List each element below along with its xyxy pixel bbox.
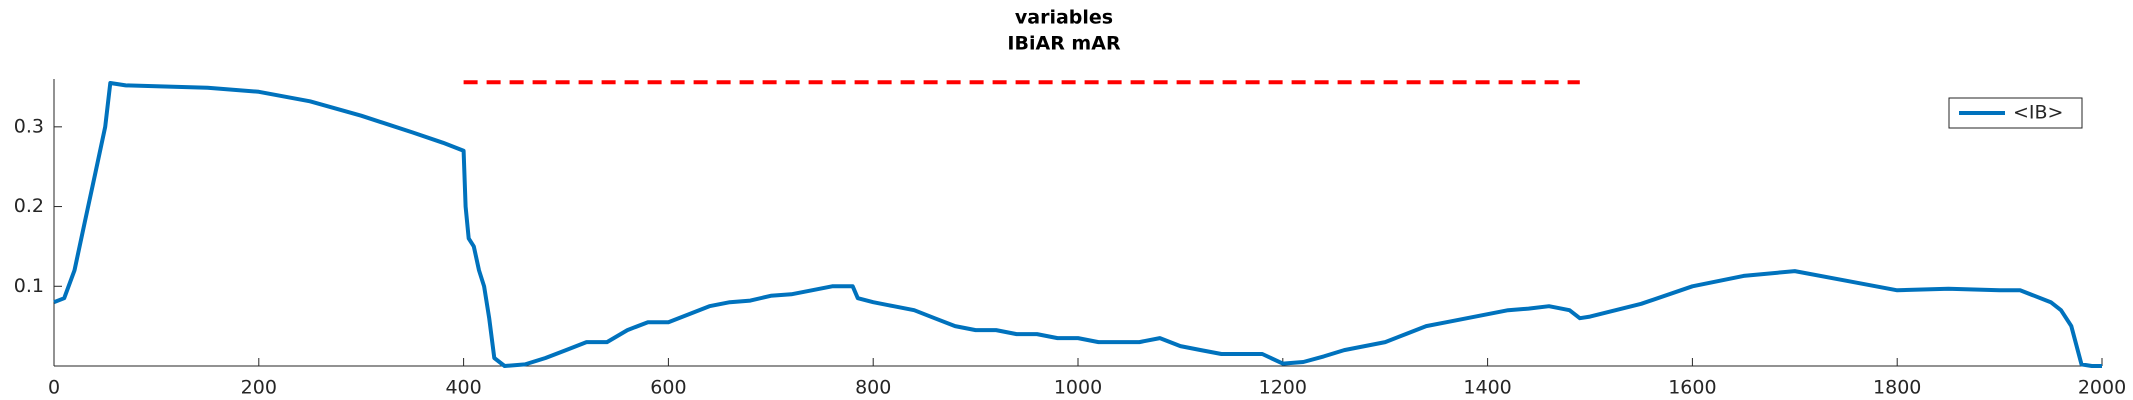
x-tick-label: 0 xyxy=(48,377,60,399)
chart-title: variables xyxy=(1015,7,1113,29)
x-tick-label: 1000 xyxy=(1054,377,1102,399)
x-tick-label: 2000 xyxy=(2078,377,2126,399)
legend-label: <IB> xyxy=(2013,102,2063,124)
y-tick-label: 0.3 xyxy=(14,115,44,137)
x-tick-label: 1200 xyxy=(1259,377,1307,399)
x-tick-label: 600 xyxy=(650,377,686,399)
x-tick-label: 800 xyxy=(855,377,891,399)
x-tick-label: 400 xyxy=(445,377,481,399)
series-line xyxy=(53,81,2102,368)
y-tick-label: 0.1 xyxy=(14,275,44,297)
x-tick-label: 1400 xyxy=(1463,377,1511,399)
x-tick-label: 200 xyxy=(241,377,277,399)
y-tick-label: 0.2 xyxy=(14,195,44,217)
x-tick-label: 1600 xyxy=(1668,377,1716,399)
chart-subtitle: IBiAR mAR xyxy=(1007,33,1121,55)
x-tick-label: 1800 xyxy=(1873,377,1921,399)
